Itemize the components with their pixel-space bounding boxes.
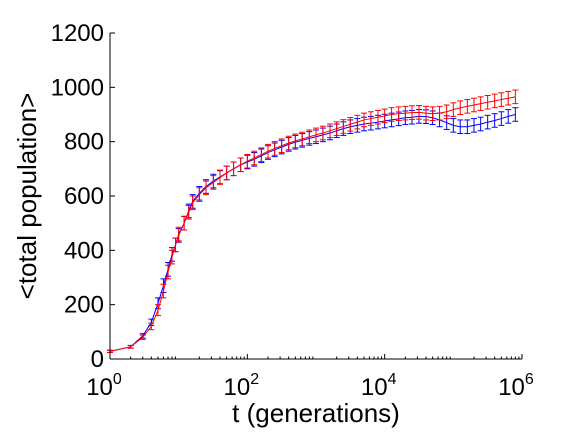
x-axis-ticks: 100 102 104 106 bbox=[86, 354, 534, 401]
x-tick-label: 106 bbox=[498, 371, 534, 401]
y-tick-label: 600 bbox=[64, 183, 104, 210]
x-tick-base: 10 bbox=[86, 374, 113, 401]
x-tick-label: 104 bbox=[361, 371, 397, 401]
y-tick-label: 800 bbox=[64, 129, 104, 156]
x-tick-exponent: 4 bbox=[388, 371, 397, 388]
y-axis-label: <total population> bbox=[12, 93, 42, 300]
x-tick-exponent: 0 bbox=[113, 371, 122, 388]
y-axis-ticks: 0 200 400 600 800 1000 1200 bbox=[51, 20, 115, 373]
x-axis-label: t (generations) bbox=[232, 398, 400, 428]
x-tick-label: 100 bbox=[86, 371, 122, 401]
y-tick-label: 1200 bbox=[51, 20, 104, 47]
x-tick-exponent: 2 bbox=[250, 371, 259, 388]
y-tick-label: 1000 bbox=[51, 74, 104, 101]
y-tick-label: 400 bbox=[64, 237, 104, 264]
plot-area bbox=[110, 33, 522, 359]
series-line bbox=[109, 96, 516, 352]
series-layer bbox=[107, 89, 519, 353]
x-tick-base: 10 bbox=[498, 374, 525, 401]
x-tick-label: 102 bbox=[224, 371, 260, 401]
x-tick-exponent: 6 bbox=[525, 371, 534, 388]
y-tick-label: 0 bbox=[91, 346, 104, 373]
x-tick-base: 10 bbox=[361, 374, 388, 401]
series-2 bbox=[107, 89, 519, 353]
x-tick-base: 10 bbox=[224, 374, 251, 401]
y-tick-label: 200 bbox=[64, 292, 104, 319]
